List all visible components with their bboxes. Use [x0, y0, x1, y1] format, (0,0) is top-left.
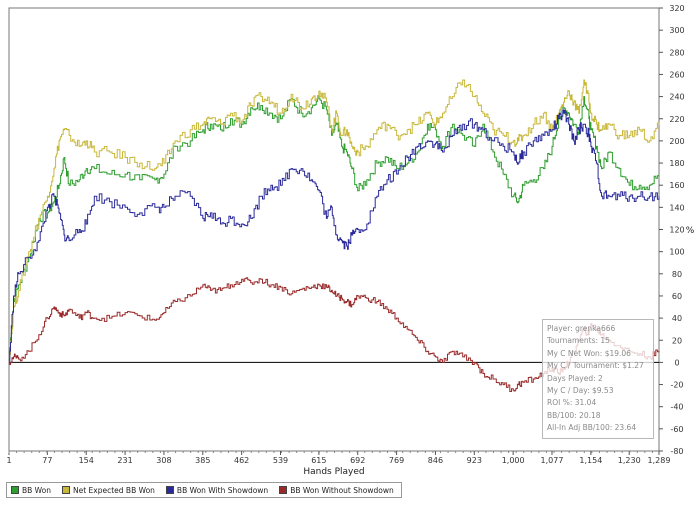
y-tick-label: 300 — [669, 26, 684, 35]
x-tick-label: 231 — [117, 456, 132, 465]
legend-label: BB Won Without Showdown — [290, 485, 394, 495]
x-tick-label: 1,230 — [618, 456, 641, 465]
x-tick-label: 923 — [467, 456, 482, 465]
x-tick-label: 1,000 — [502, 456, 525, 465]
y-axis-ticks: -80 -60 -40 -20 0 20 40 60 80 100 120 140 160 180 200 2… — [659, 4, 685, 456]
x-tick-label: 539 — [273, 456, 288, 465]
x-tick-label: 1,154 — [579, 456, 602, 465]
legend-swatch — [279, 486, 288, 494]
y-tick-label: -20 — [670, 381, 683, 390]
y-tick-label: 160 — [669, 181, 684, 190]
stat-allin-bb100: All-In Adj BB/100: 23.64 — [547, 423, 637, 433]
y-tick-label: -40 — [670, 403, 683, 412]
legend-swatch — [11, 486, 19, 494]
y-tick-label: 20 — [672, 336, 682, 345]
x-tick-label: 615 — [311, 456, 326, 465]
x-tick-label: 1,077 — [541, 456, 564, 465]
x-tick-label: 462 — [234, 456, 249, 465]
legend-item-with-showdown[interactable]: BB Won With Showdown — [162, 486, 275, 495]
series-line-1 — [9, 79, 660, 358]
y-tick-label: -80 — [670, 447, 683, 456]
y-tick-label: 80 — [672, 270, 682, 279]
series-line-2 — [9, 109, 660, 363]
y-tick-label: 180 — [669, 159, 684, 168]
x-axis-ticks: 1 77 154 231 308 385 462 539 615 692 769 846 923 1,00… — [6, 451, 670, 465]
x-tick-label: 308 — [156, 456, 171, 465]
y-tick-label: 260 — [669, 70, 684, 79]
stat-tournaments: Tournaments: 15 — [547, 336, 610, 346]
legend-swatch — [165, 486, 174, 494]
y-tick-label: 240 — [669, 93, 684, 102]
stat-net-won: My C Net Won: $19.06 — [547, 348, 631, 358]
x-tick-label: 385 — [195, 456, 210, 465]
x-tick-label: 77 — [42, 456, 52, 465]
y-tick-label: 220 — [669, 115, 684, 124]
legend-item-net-expected[interactable]: Net Expected BB Won — [58, 486, 162, 495]
y-tick-label: 120 — [669, 226, 684, 235]
x-tick-label: 154 — [79, 456, 94, 465]
y-tick-label: 200 — [669, 137, 684, 146]
chart: 1 77 154 231 308 385 462 539 615 692 769 846 923 1,00… — [6, 4, 695, 477]
x-tick-label: 692 — [350, 456, 365, 465]
x-axis-title: Hands Played — [303, 467, 364, 477]
stat-player: Player: grenka666 — [547, 324, 616, 333]
legend-label: BB Won — [22, 485, 51, 495]
stat-days-played: Days Played: 2 — [547, 373, 603, 383]
y-tick-label: 0 — [674, 358, 679, 367]
y-tick-label: 40 — [672, 314, 682, 323]
stat-roi: ROI %: 31.04 — [547, 398, 597, 408]
x-tick-label: 769 — [389, 456, 404, 465]
legend-swatch — [62, 486, 70, 494]
legend-label: Net Expected BB Won — [73, 485, 155, 495]
legend-item-without-showdown[interactable]: BB Won Without Showdown — [275, 486, 401, 495]
series-line-0 — [9, 95, 660, 358]
legend-label: BB Won With Showdown — [176, 485, 269, 495]
y-tick-label: -60 — [670, 425, 683, 434]
y-tick-label: 280 — [669, 48, 684, 57]
stats-overlay: Player: grenka666 Tournaments: 15 My C N… — [542, 319, 654, 439]
y-tick-label: 100 — [669, 248, 684, 257]
y-tick-label: 320 — [669, 4, 684, 13]
x-tick-label: 1,289 — [648, 456, 671, 465]
stat-per-tournament: My C / Tournament: $1.27 — [547, 361, 644, 371]
y-tick-label: 140 — [669, 203, 684, 212]
legend-item-bb-won[interactable]: BB Won — [7, 486, 58, 495]
stat-bb100: BB/100: 20.18 — [547, 410, 601, 420]
legend: BB Won Net Expected BB Won BB Won With S… — [6, 482, 402, 498]
y-axis-title: % — [686, 226, 695, 236]
x-tick-label: 846 — [428, 456, 443, 465]
y-tick-label: 60 — [672, 292, 682, 301]
x-tick-label: 1 — [6, 456, 11, 465]
stat-per-day: My C / Day: $9.53 — [547, 385, 614, 395]
